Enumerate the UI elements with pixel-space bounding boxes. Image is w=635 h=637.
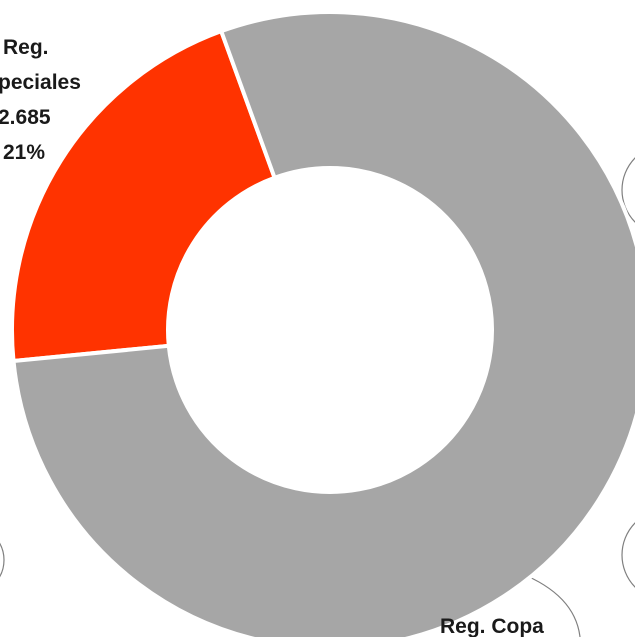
label-especiales-line2: peciales [0,71,81,94]
label-especiales-percent: 21% [3,141,45,164]
callout-circle-bottom-right [621,522,635,588]
donut-slices [10,10,635,637]
callout-circle-bottom-left [0,542,5,578]
callout-circle-top-right [621,157,635,223]
label-reg-copa: Reg. Copa [440,615,544,637]
slice-reg-copa [11,10,635,637]
slice-reg-especiales [10,29,277,364]
label-especiales-value: 2.685 [0,106,51,129]
label-especiales-line1: Reg. [3,36,49,59]
data-labels: Reg. peciales 2.685 21% Reg. Copa [0,36,544,637]
